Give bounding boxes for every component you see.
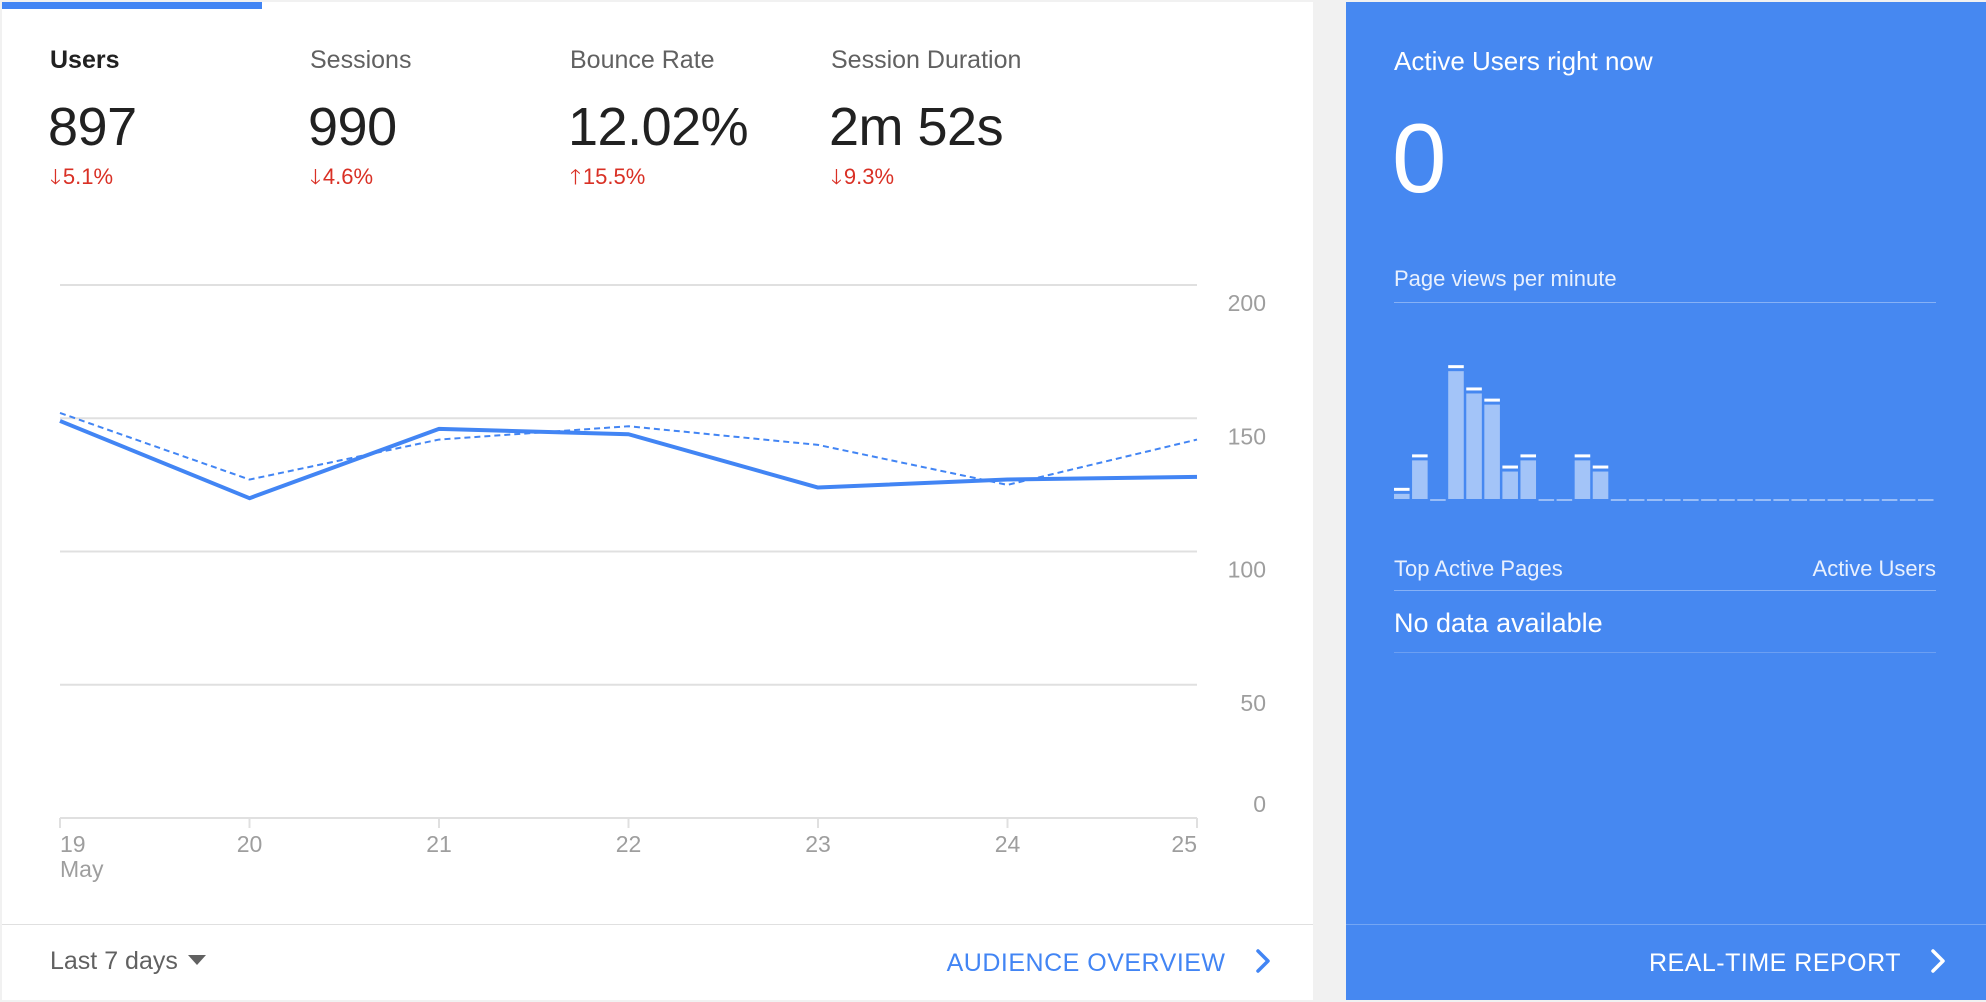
- users-line-chart[interactable]: 200 150 100 50 0 19 20 21 22 23 24 25 May: [2, 2, 1315, 1002]
- pageview-bar-cap: [1574, 454, 1591, 458]
- table-header-divider: [1394, 590, 1936, 591]
- date-range-dropdown[interactable]: Last 7 days: [50, 947, 206, 976]
- y-tick-label: 50: [1240, 690, 1266, 716]
- pageview-bar: [1394, 493, 1410, 499]
- metric-value: 2m 52s: [829, 97, 1004, 157]
- top-active-pages-header: Top Active Pages: [1394, 556, 1563, 581]
- arrow-up-icon: 🡑: [570, 166, 581, 189]
- x-tick-label: 21: [426, 831, 452, 857]
- realtime-card: Active Users right now 0 Page views per …: [1346, 2, 1986, 1000]
- pageview-bar-cap: [1448, 365, 1464, 369]
- metric-change: 🡑15.5%: [570, 164, 646, 189]
- y-tick-label: 200: [1228, 290, 1266, 316]
- pageview-bar-empty: [1646, 499, 1663, 501]
- pageview-bar-empty: [1827, 499, 1844, 501]
- pageview-bar-empty: [1791, 499, 1808, 501]
- footer-divider: [2, 924, 1313, 925]
- metric-tab-bounce-rate[interactable]: Bounce Rate 12.02% 🡑15.5%: [568, 46, 820, 196]
- pageview-bar-empty: [1538, 499, 1555, 501]
- pageview-bar-cap: [1466, 387, 1482, 391]
- pageview-bar-empty: [1881, 499, 1898, 501]
- metric-tab-sessions[interactable]: Sessions 990 🡓4.6%: [308, 46, 560, 196]
- pageview-bar: [1466, 393, 1482, 499]
- pageview-bar-cap: [1412, 454, 1428, 458]
- metric-change: 🡓9.3%: [831, 164, 895, 189]
- x-tick-label: 19: [60, 831, 86, 857]
- active-tab-indicator: [2, 2, 262, 9]
- pageview-bar-empty: [1556, 499, 1573, 501]
- realtime-report-link[interactable]: REAL-TIME REPORT: [1649, 949, 1946, 978]
- pageview-bar-empty: [1863, 499, 1880, 501]
- previous-period-line: [59, 411, 1198, 486]
- x-tick-label: 25: [1171, 831, 1197, 857]
- users-line: [59, 419, 1198, 501]
- y-tick-label: 150: [1228, 423, 1266, 449]
- metric-value: 897: [48, 97, 137, 157]
- metric-tab-session-duration[interactable]: Session Duration 2m 52s 🡓9.3%: [829, 46, 1081, 196]
- realtime-title: Active Users right now: [1394, 46, 1653, 76]
- pageview-bar: [1502, 471, 1518, 499]
- x-tick-label: 20: [237, 831, 263, 857]
- pageview-bar-empty: [1845, 499, 1862, 501]
- arrow-down-icon: 🡓: [50, 166, 61, 189]
- pageview-bar-empty: [1719, 499, 1735, 501]
- metric-label: Bounce Rate: [570, 46, 715, 74]
- metric-tab-users[interactable]: Users 897 🡓5.1%: [48, 46, 300, 196]
- x-tick-label: 22: [616, 831, 642, 857]
- chevron-right-icon: [1931, 949, 1945, 974]
- pageviews-label: Page views per minute: [1394, 266, 1617, 291]
- active-users-header: Active Users: [1812, 556, 1936, 581]
- arrow-down-icon: 🡓: [310, 166, 321, 189]
- pageviews-divider: [1394, 302, 1936, 303]
- pageview-bar-empty: [1665, 499, 1681, 501]
- pageview-bar-empty: [1773, 499, 1789, 501]
- pageview-bar-empty: [1701, 499, 1717, 501]
- pageview-bar-empty: [1628, 499, 1645, 501]
- metric-value: 12.02%: [568, 97, 749, 157]
- metric-label: Sessions: [310, 46, 412, 74]
- pageview-bar-cap: [1520, 454, 1537, 458]
- metric-label: Session Duration: [831, 46, 1022, 74]
- pageview-bar-cap: [1592, 465, 1609, 469]
- metric-label: Users: [50, 46, 120, 74]
- pageview-bar-empty: [1683, 499, 1699, 501]
- pageview-bar: [1412, 460, 1428, 499]
- pageview-bar-empty: [1610, 499, 1627, 501]
- chevron-right-icon: [1256, 949, 1270, 974]
- x-tick-label: 24: [995, 831, 1021, 857]
- metric-value: 990: [308, 97, 397, 157]
- caret-down-icon: [187, 955, 206, 966]
- x-tick-label: 23: [805, 831, 831, 857]
- metric-change: 🡓5.1%: [50, 164, 114, 189]
- pageview-bar-empty: [1755, 499, 1771, 501]
- pageview-bar: [1448, 371, 1464, 499]
- table-row-divider: [1394, 652, 1936, 653]
- no-data-message: No data available: [1394, 608, 1603, 638]
- x-month-label: May: [60, 856, 104, 882]
- audience-card: Users 897 🡓5.1% Sessions 990 🡓4.6% Bounc…: [2, 2, 1313, 1000]
- pageview-bar: [1592, 471, 1609, 499]
- pageview-bar-cap: [1394, 487, 1410, 491]
- audience-overview-link[interactable]: AUDIENCE OVERVIEW: [947, 949, 1271, 978]
- pageview-bar-cap: [1484, 398, 1500, 402]
- date-range-label: Last 7 days: [50, 947, 178, 975]
- pageview-bar-empty: [1737, 499, 1753, 501]
- pageview-bar: [1574, 460, 1591, 499]
- pageviews-bar-chart: [1394, 365, 1934, 501]
- y-tick-label: 0: [1253, 791, 1266, 817]
- pageview-bar: [1520, 460, 1537, 499]
- active-users-count: 0: [1392, 103, 1447, 213]
- arrow-down-icon: 🡓: [831, 166, 842, 189]
- audience-overview-label: AUDIENCE OVERVIEW: [946, 949, 1226, 977]
- realtime-footer-divider: [1346, 924, 1986, 925]
- pageview-bar-cap: [1502, 465, 1518, 469]
- metric-change: 🡓4.6%: [310, 164, 374, 189]
- pageview-bar-empty: [1899, 499, 1916, 501]
- pageview-bar: [1484, 404, 1500, 499]
- pageview-bar-empty: [1809, 499, 1826, 501]
- pageview-bar-empty: [1917, 499, 1934, 501]
- pageview-bar-empty: [1430, 499, 1446, 501]
- realtime-report-label: REAL-TIME REPORT: [1648, 949, 1901, 977]
- y-tick-label: 100: [1228, 557, 1266, 583]
